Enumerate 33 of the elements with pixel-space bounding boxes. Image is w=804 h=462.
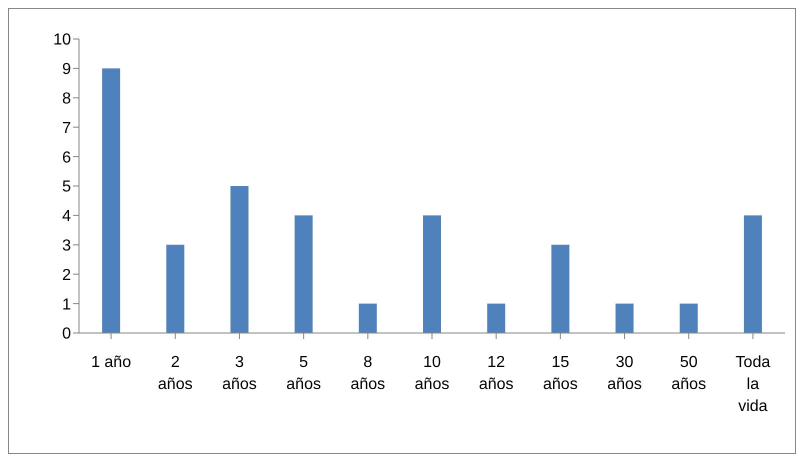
bar xyxy=(166,244,184,333)
x-tick-label: 30 años xyxy=(607,354,642,393)
x-tick-label: 2 años xyxy=(158,354,193,393)
y-tick-label: 5 xyxy=(62,178,72,196)
bar xyxy=(358,304,377,333)
x-tick-label: 10 años xyxy=(414,354,450,393)
y-tick-label: 8 xyxy=(62,90,72,108)
x-tick-label: 1 año xyxy=(91,354,132,371)
bar xyxy=(102,68,120,333)
bar xyxy=(487,304,506,333)
x-tick-label: 15 años xyxy=(543,354,578,393)
y-tick-label: 1 xyxy=(62,296,72,314)
x-tick-label: 8 años xyxy=(350,354,386,393)
bar xyxy=(680,304,698,333)
y-tick-label: 4 xyxy=(62,208,72,226)
bar xyxy=(551,244,570,333)
x-tick-label: 3 años xyxy=(222,354,257,393)
x-tick-label: Toda la vida xyxy=(736,354,770,415)
y-tick-label: 0 xyxy=(62,326,72,343)
x-tick-label: 12 años xyxy=(478,354,514,393)
x-tick-label: 5 años xyxy=(286,354,321,393)
y-tick-label: 10 xyxy=(53,32,72,49)
bar xyxy=(423,215,442,333)
y-tick-label: 7 xyxy=(62,120,72,137)
bar xyxy=(744,215,762,333)
y-tick-label: 6 xyxy=(62,149,72,166)
y-tick-label: 2 xyxy=(62,266,72,284)
bar xyxy=(294,215,313,333)
y-tick-label: 9 xyxy=(62,61,72,78)
bar xyxy=(230,186,248,333)
bar xyxy=(616,304,634,333)
y-tick-label: 3 xyxy=(62,237,72,254)
x-tick-label: 50 años xyxy=(671,354,706,393)
